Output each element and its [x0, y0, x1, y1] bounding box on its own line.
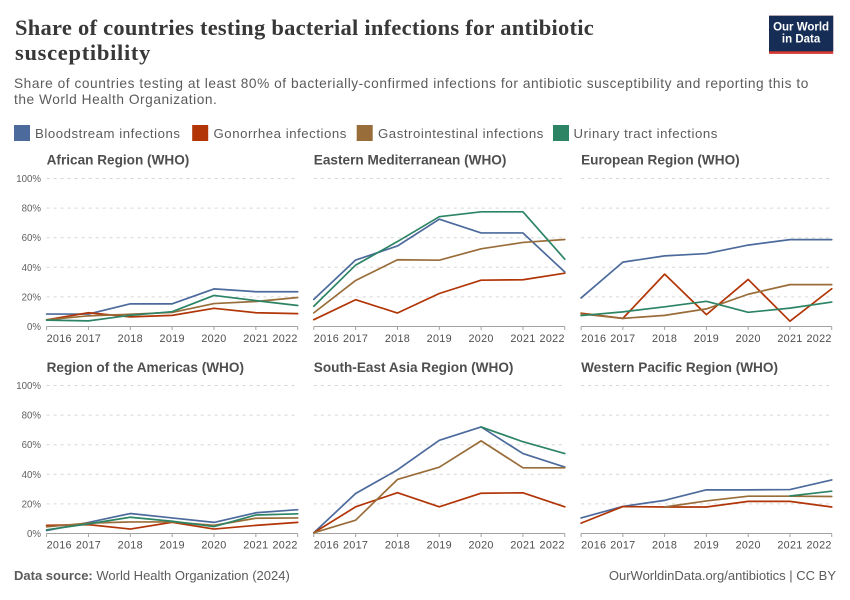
- svg-text:2021: 2021: [243, 540, 268, 552]
- svg-text:European Region (WHO): European Region (WHO): [581, 153, 740, 168]
- svg-text:Share of countries testing at: Share of countries testing at least 80% …: [14, 76, 809, 91]
- svg-text:Western Pacific Region (WHO): Western Pacific Region (WHO): [581, 360, 778, 375]
- svg-text:2022: 2022: [272, 333, 297, 345]
- svg-text:0%: 0%: [27, 529, 41, 540]
- svg-text:40%: 40%: [22, 263, 42, 274]
- svg-text:2022: 2022: [540, 540, 565, 552]
- svg-text:20%: 20%: [22, 292, 42, 303]
- svg-text:in Data: in Data: [782, 34, 821, 46]
- svg-text:Our World: Our World: [773, 22, 829, 34]
- svg-text:2019: 2019: [160, 333, 185, 345]
- svg-text:2022: 2022: [806, 333, 831, 345]
- svg-text:60%: 60%: [22, 233, 42, 244]
- svg-text:40%: 40%: [22, 470, 42, 481]
- svg-text:2016: 2016: [581, 540, 606, 552]
- svg-text:2020: 2020: [201, 540, 226, 552]
- svg-text:2019: 2019: [427, 540, 452, 552]
- svg-text:2017: 2017: [610, 540, 635, 552]
- svg-text:2020: 2020: [736, 333, 761, 345]
- svg-text:Data source: World Health Orga: Data source: World Health Organization (…: [14, 568, 290, 583]
- svg-text:the World Health Organization.: the World Health Organization.: [14, 92, 217, 107]
- svg-text:Region of the Americas (WHO): Region of the Americas (WHO): [47, 360, 244, 375]
- svg-text:2019: 2019: [427, 333, 452, 345]
- svg-text:2017: 2017: [343, 540, 368, 552]
- svg-text:2017: 2017: [76, 540, 101, 552]
- svg-text:South-East Asia Region (WHO): South-East Asia Region (WHO): [314, 360, 514, 375]
- svg-text:2020: 2020: [736, 540, 761, 552]
- svg-text:susceptibility: susceptibility: [15, 40, 151, 65]
- svg-text:2018: 2018: [118, 333, 143, 345]
- svg-text:100%: 100%: [16, 174, 41, 185]
- svg-text:Gastrointestinal infections: Gastrointestinal infections: [378, 126, 544, 141]
- svg-text:2021: 2021: [243, 333, 268, 345]
- svg-text:African Region (WHO): African Region (WHO): [47, 153, 190, 168]
- svg-text:2016: 2016: [314, 540, 339, 552]
- svg-text:2022: 2022: [272, 540, 297, 552]
- svg-text:OurWorldinData.org/antibiotics: OurWorldinData.org/antibiotics | CC BY: [609, 568, 836, 583]
- svg-text:2018: 2018: [118, 540, 143, 552]
- svg-text:2020: 2020: [201, 333, 226, 345]
- svg-text:Urinary tract infections: Urinary tract infections: [574, 126, 718, 141]
- svg-text:Share of countries testing bac: Share of countries testing bacterial inf…: [15, 15, 594, 40]
- svg-text:Bloodstream infections: Bloodstream infections: [35, 126, 181, 141]
- svg-text:100%: 100%: [16, 381, 41, 392]
- svg-text:2020: 2020: [469, 333, 494, 345]
- svg-text:2016: 2016: [581, 333, 606, 345]
- svg-text:2021: 2021: [777, 540, 802, 552]
- svg-text:2019: 2019: [160, 540, 185, 552]
- svg-text:2017: 2017: [343, 333, 368, 345]
- svg-text:0%: 0%: [27, 322, 41, 333]
- svg-text:2020: 2020: [469, 540, 494, 552]
- svg-text:Gonorrhea infections: Gonorrhea infections: [214, 126, 347, 141]
- svg-text:20%: 20%: [22, 499, 42, 510]
- svg-text:60%: 60%: [22, 440, 42, 451]
- svg-text:Eastern Mediterranean (WHO): Eastern Mediterranean (WHO): [314, 153, 507, 168]
- svg-text:2018: 2018: [385, 333, 410, 345]
- svg-text:2018: 2018: [385, 540, 410, 552]
- svg-text:2021: 2021: [510, 540, 535, 552]
- svg-text:2016: 2016: [314, 333, 339, 345]
- svg-text:80%: 80%: [22, 204, 42, 215]
- svg-text:2018: 2018: [652, 333, 677, 345]
- svg-text:2016: 2016: [47, 333, 72, 345]
- svg-text:2019: 2019: [694, 333, 719, 345]
- svg-text:2021: 2021: [777, 333, 802, 345]
- svg-text:2017: 2017: [76, 333, 101, 345]
- svg-text:2022: 2022: [540, 333, 565, 345]
- svg-text:2021: 2021: [510, 333, 535, 345]
- svg-text:2019: 2019: [694, 540, 719, 552]
- svg-text:80%: 80%: [22, 411, 42, 422]
- svg-text:2016: 2016: [47, 540, 72, 552]
- svg-text:2018: 2018: [652, 540, 677, 552]
- svg-text:2017: 2017: [610, 333, 635, 345]
- svg-text:2022: 2022: [806, 540, 831, 552]
